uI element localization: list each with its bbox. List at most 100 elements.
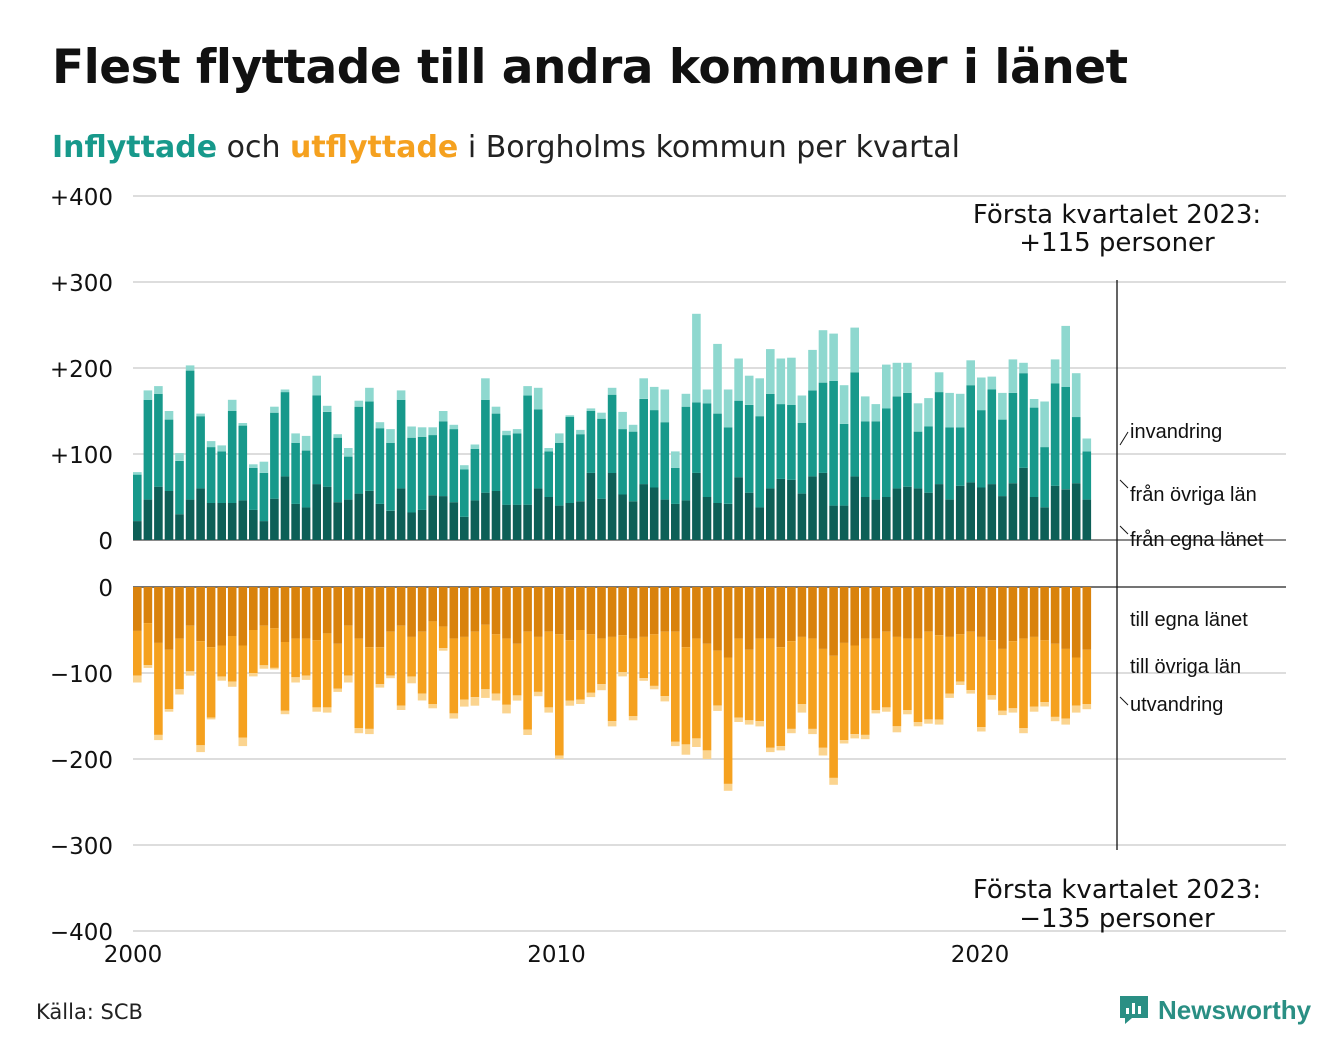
bar-out-0 (860, 587, 870, 639)
bar-out-2 (755, 721, 764, 727)
bar-out-2 (470, 697, 480, 706)
bar-out-0 (639, 587, 648, 637)
bar-in-1 (1050, 383, 1060, 486)
bar-in-0 (154, 486, 163, 540)
bar-out-1 (428, 621, 437, 704)
bar-out-1 (649, 634, 659, 686)
bar-in-0 (322, 486, 332, 540)
bar-in-0 (586, 472, 596, 540)
bar-in-0 (671, 503, 680, 540)
bar-in-2 (185, 365, 195, 371)
bar-in-2 (766, 349, 775, 394)
bar-in-0 (428, 495, 437, 540)
bar-in-2 (280, 389, 290, 393)
bar-in-2 (196, 413, 205, 417)
bar-out-1 (206, 647, 216, 718)
bar-out-0 (1019, 587, 1028, 639)
bar-in-0 (227, 503, 237, 540)
bar-out-2 (850, 734, 859, 739)
bar-in-1 (322, 411, 332, 487)
bar-out-0 (154, 587, 163, 643)
bar-in-0 (133, 521, 142, 540)
bar-in-1 (354, 406, 364, 494)
bar-out-2 (998, 710, 1007, 716)
bar-in-1 (544, 451, 553, 497)
bar-in-0 (396, 488, 406, 540)
bar-in-2 (924, 398, 933, 427)
bar-in-1 (871, 421, 881, 500)
bar-out-1 (586, 634, 596, 693)
bar-in-1 (344, 456, 353, 500)
bar-out-0 (744, 587, 754, 650)
bar-out-0 (438, 587, 448, 627)
bar-out-1 (438, 626, 448, 649)
bar-out-1 (249, 630, 258, 673)
bar-in-1 (987, 389, 997, 485)
label-till-egna-lanet: till egna länet (1130, 609, 1248, 631)
bar-out-0 (987, 587, 997, 641)
bar-in-1 (1040, 447, 1049, 508)
bar-in-0 (924, 492, 933, 540)
bar-out-0 (586, 587, 596, 635)
bar-out-1 (860, 638, 870, 735)
bar-in-1 (270, 412, 279, 499)
bar-out-0 (797, 587, 807, 637)
bar-in-1 (808, 390, 817, 477)
bar-out-2 (154, 734, 163, 741)
bar-in-2 (533, 387, 543, 410)
bar-out-1 (322, 633, 332, 708)
bar-out-1 (354, 638, 364, 728)
bar-in-2 (375, 422, 385, 429)
bar-in-1 (839, 423, 849, 506)
bar-out-0 (386, 587, 395, 632)
bar-in-0 (829, 505, 838, 540)
bar-in-1 (1029, 407, 1039, 497)
label-fran-ovriga-lan: från övriga län (1130, 484, 1257, 506)
bar-in-1 (1082, 451, 1092, 500)
bar-in-0 (375, 503, 385, 540)
bar-out-0 (270, 587, 279, 629)
bar-out-1 (618, 635, 627, 673)
bar-in-0 (438, 496, 448, 540)
bar-out-2 (396, 705, 406, 710)
bar-out-0 (291, 587, 300, 639)
bar-in-0 (639, 484, 648, 540)
bar-out-2 (206, 717, 216, 720)
bar-out-1 (386, 631, 395, 676)
bar-out-2 (586, 692, 596, 698)
bar-in-1 (470, 448, 480, 501)
bar-in-0 (512, 504, 522, 540)
bar-out-0 (945, 587, 954, 637)
bar-in-0 (649, 487, 659, 540)
inflow-bars (133, 313, 1092, 540)
y-tick-out: −100 (50, 662, 113, 688)
bar-in-1 (481, 399, 490, 493)
bar-out-2 (544, 707, 553, 713)
bar-out-2 (312, 707, 321, 712)
bar-out-0 (892, 587, 902, 637)
bar-out-2 (238, 737, 248, 747)
bar-in-1 (607, 394, 617, 473)
bar-out-0 (238, 587, 248, 646)
bar-in-0 (164, 491, 174, 540)
bar-in-2 (217, 445, 226, 452)
bar-out-1 (818, 648, 828, 748)
bar-out-1 (882, 631, 891, 708)
bar-in-0 (354, 493, 364, 540)
bar-in-0 (892, 488, 902, 540)
y-tick-in: +400 (50, 185, 113, 211)
bar-out-0 (839, 587, 849, 643)
bar-in-2 (713, 343, 722, 414)
bar-in-1 (143, 399, 153, 500)
bar-out-1 (808, 638, 817, 729)
bar-out-1 (998, 648, 1007, 711)
bar-out-2 (1061, 718, 1070, 725)
bar-in-2 (491, 406, 501, 414)
bar-in-2 (502, 430, 511, 436)
bar-in-0 (217, 503, 226, 540)
annotation-bottom-line2: −135 personer (1019, 904, 1215, 934)
bar-in-2 (460, 465, 469, 470)
bar-in-2 (1061, 325, 1070, 387)
bar-in-2 (312, 375, 321, 396)
bar-in-2 (386, 429, 395, 443)
